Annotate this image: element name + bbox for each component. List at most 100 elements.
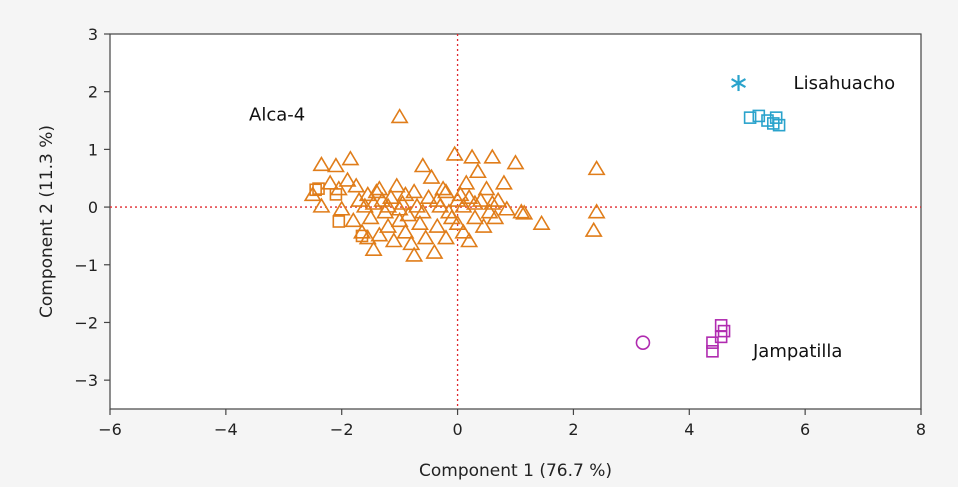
triangle-point [358,229,377,245]
triangle-point [494,174,513,190]
y-tick-label: −1 [74,256,98,275]
x-tick-label: 6 [800,420,810,439]
triangle-point [405,246,424,262]
triangle-point [341,150,360,166]
triangle-point [460,232,479,248]
square-point [743,111,757,124]
triangle-point [457,174,476,190]
triangle-point [463,148,482,164]
triangle-point [370,180,389,196]
triangle-point [483,148,502,164]
y-tick-label: −2 [74,313,98,332]
triangle-point [373,191,392,207]
group-label: Alca-4 [249,105,305,126]
triangle-point [361,209,380,225]
triangle-point [587,160,606,176]
square-point [329,188,343,201]
triangle-point [396,223,415,239]
triangle-point [370,226,389,242]
triangle-point [434,180,453,196]
triangle-point [474,217,493,233]
square-point [772,118,786,132]
square-point [752,109,766,123]
triangle-point [532,214,551,230]
asterisk-stroke [731,78,747,88]
triangle-point [347,177,366,193]
square-point [706,345,719,358]
triangle-point [425,243,444,259]
triangle-point [326,157,345,173]
triangle-point [312,197,331,213]
group-label: Jampatilla [752,341,842,362]
square-point [332,215,346,228]
triangle-point [465,209,484,225]
triangle-point [364,240,383,256]
triangle-point [413,203,432,219]
triangle-point [483,194,502,210]
group-labels: Alca-4 Lisahuacho Jampatilla [249,73,895,362]
y-axis: 3 2 1 0 −1 −2 −3 [74,25,110,390]
square-point [706,336,719,349]
triangle-point [431,197,450,213]
triangle-point [419,188,438,205]
reference-lines [110,34,921,409]
triangle-point [460,188,479,205]
triangle-point [436,183,455,199]
triangle-point [312,155,331,172]
square-point [309,183,322,197]
square-point [312,182,325,195]
y-tick-label: 2 [88,83,98,102]
triangle-point [445,145,464,161]
triangle-point [416,229,435,245]
triangle-point [454,197,473,213]
triangle-point [390,108,409,124]
triangle-point [587,203,606,219]
triangle-point [379,197,398,213]
x-tick-label: −6 [98,420,122,439]
triangle-point [410,214,429,230]
triangle-point [506,154,525,170]
x-axis: −6 −4 −2 0 2 4 6 8 [98,409,926,439]
triangle-point [471,191,490,207]
triangle-point [390,211,409,228]
triangle-point [384,232,403,248]
triangle-point [390,200,409,216]
triangle-point [486,209,505,225]
data-points [303,75,786,358]
y-axis-title: Component 2 (11.3 %) [37,125,57,318]
x-tick-label: 4 [684,420,694,439]
triangle-point [396,185,415,202]
y-tick-label: −3 [74,371,98,390]
triangle-point [344,211,363,228]
triangle-point [448,214,467,230]
triangle-point [387,177,406,193]
triangle-point [477,180,496,196]
x-tick-label: −4 [214,420,238,439]
circle-point [635,335,651,350]
asterisk-point [731,75,747,92]
triangle-point [355,197,374,213]
y-tick-label: 1 [88,140,98,159]
x-axis-title: Component 1 (76.7 %) [419,461,612,481]
group-label: Lisahuacho [794,73,896,94]
triangle-point [468,162,487,179]
x-tick-label: 0 [452,420,462,439]
triangle-point [480,203,499,219]
triangle-point [422,168,441,184]
triangle-point [512,203,531,219]
triangle-point [497,200,516,216]
triangle-point [402,235,421,251]
triangle-point [332,200,351,216]
triangle-point [436,229,455,245]
triangle-point [515,204,534,220]
x-tick-label: −2 [330,420,354,439]
triangle-point [448,191,467,207]
y-tick-label: 0 [88,198,98,217]
triangle-point [405,183,424,199]
triangle-point [428,217,447,233]
triangle-point [352,223,371,239]
triangle-point [367,183,386,199]
triangle-point [413,157,432,173]
x-tick-label: 8 [916,420,926,439]
y-tick-label: 3 [88,25,98,44]
